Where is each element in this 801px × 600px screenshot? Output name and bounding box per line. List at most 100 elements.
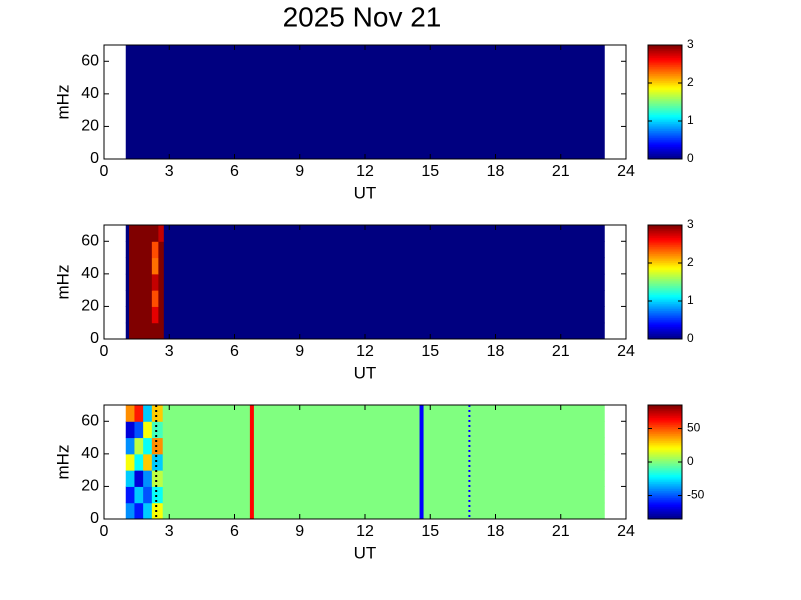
y-tick-label: 20 xyxy=(81,478,99,495)
colorbar-swatch xyxy=(648,135,682,139)
heat-cell xyxy=(163,306,605,324)
colorbar-swatch xyxy=(648,260,682,263)
x-tick-label: 15 xyxy=(421,163,439,180)
colorbar-swatch xyxy=(648,479,682,483)
heat-cell xyxy=(151,322,159,340)
colorbar-swatch xyxy=(648,449,682,452)
heat-cell xyxy=(151,486,164,504)
colorbar-swatch xyxy=(648,440,682,443)
colorbar-swatch xyxy=(648,306,682,310)
colorbar-swatch xyxy=(648,100,682,103)
colorbar-swatch xyxy=(648,267,682,271)
x-tick-label: 6 xyxy=(230,163,239,180)
colorbar-swatch xyxy=(648,308,682,311)
y-axis-label: mHz xyxy=(53,265,72,300)
x-tick-label: 18 xyxy=(487,343,505,360)
colorbar-swatch xyxy=(648,486,682,490)
x-tick-label: 15 xyxy=(421,343,439,360)
heat-cell xyxy=(125,45,605,160)
colorbar-swatch xyxy=(648,469,682,472)
heat-cell xyxy=(125,470,135,487)
colorbar-swatch xyxy=(648,226,682,230)
heat-cell xyxy=(143,470,153,487)
colorbar-swatch xyxy=(648,271,682,274)
colorbar-swatch xyxy=(648,237,682,240)
colorbar-swatch xyxy=(648,228,682,231)
x-tick-label: 9 xyxy=(295,343,304,360)
colorbar-swatch xyxy=(648,137,682,140)
heat-cell xyxy=(129,241,153,259)
heat-cell xyxy=(162,502,605,520)
colorbar-swatch xyxy=(648,460,682,463)
colorbar-swatch xyxy=(648,82,682,85)
colorbar-swatch xyxy=(648,424,682,427)
colorbar-swatch xyxy=(648,494,682,497)
colorbar-swatch xyxy=(648,62,682,66)
colorbar-swatch xyxy=(648,458,682,461)
colorbar-swatch xyxy=(648,296,682,299)
colorbar-swatch xyxy=(648,330,682,333)
x-tick-label: 3 xyxy=(165,163,174,180)
colorbar-swatch xyxy=(648,321,682,324)
heat-cell xyxy=(125,273,130,291)
heat-cell xyxy=(162,486,605,504)
colorbar-swatch xyxy=(648,510,682,513)
colorbar-swatch xyxy=(648,478,682,481)
colorbar-swatch xyxy=(648,421,682,424)
heat-cell xyxy=(151,257,159,275)
colorbar-swatch xyxy=(648,303,682,306)
colorbar-swatch xyxy=(648,290,682,294)
y-tick-label: 60 xyxy=(81,53,99,70)
y-axis-label: mHz xyxy=(53,85,72,120)
y-tick-label: 0 xyxy=(90,510,99,527)
colorbar-swatch xyxy=(648,433,682,436)
colorbar-swatch xyxy=(648,157,682,160)
colorbar-swatch xyxy=(648,255,682,258)
colorbar-swatch xyxy=(648,445,682,449)
heat-cell xyxy=(162,453,605,471)
heat-cell xyxy=(143,421,153,439)
heat-cell xyxy=(125,437,135,455)
heat-cell xyxy=(158,306,165,324)
y-tick-label: 40 xyxy=(81,265,99,282)
y-tick-label: 0 xyxy=(90,150,99,167)
colorbar-swatch xyxy=(648,501,682,504)
colorbar-swatch xyxy=(648,112,682,115)
colorbar-swatch xyxy=(648,317,682,320)
x-tick-label: 3 xyxy=(165,343,174,360)
heat-cell xyxy=(134,502,144,520)
heat-cell xyxy=(163,241,605,259)
colorbar-swatch xyxy=(648,337,682,340)
colorbar-swatch xyxy=(648,287,682,290)
heat-cell xyxy=(143,453,153,471)
y-tick-label: 40 xyxy=(81,85,99,102)
colorbar-swatch xyxy=(648,278,682,281)
colorbar-tick-label: 2 xyxy=(687,75,694,89)
colorbar-swatch xyxy=(648,292,682,295)
colorbar-swatch xyxy=(648,246,682,249)
colorbar-swatch xyxy=(648,78,682,82)
heat-cell xyxy=(163,225,605,242)
heat-cell xyxy=(151,502,164,520)
colorbar-swatch xyxy=(648,75,682,78)
colorbar-swatch xyxy=(648,474,682,477)
colorbar-swatch xyxy=(648,314,682,317)
colorbar-swatch xyxy=(648,110,682,114)
colorbar-tick-label: 0 xyxy=(687,331,694,345)
y-tick-label: 0 xyxy=(90,330,99,347)
colorbar-swatch xyxy=(648,244,682,247)
colorbar-tick-label: 0 xyxy=(687,151,694,165)
colorbar-swatch xyxy=(648,310,682,313)
colorbar-swatch xyxy=(648,48,682,51)
x-tick-label: 24 xyxy=(617,163,635,180)
x-tick-label: 12 xyxy=(356,343,374,360)
heat-cell xyxy=(125,502,135,520)
colorbar-swatch xyxy=(648,132,682,135)
colorbar-tick-label: 50 xyxy=(687,421,701,435)
colorbar-swatch xyxy=(648,141,682,144)
colorbar-swatch xyxy=(648,118,682,121)
colorbar-swatch xyxy=(648,269,682,272)
colorbar-swatch xyxy=(648,109,682,112)
